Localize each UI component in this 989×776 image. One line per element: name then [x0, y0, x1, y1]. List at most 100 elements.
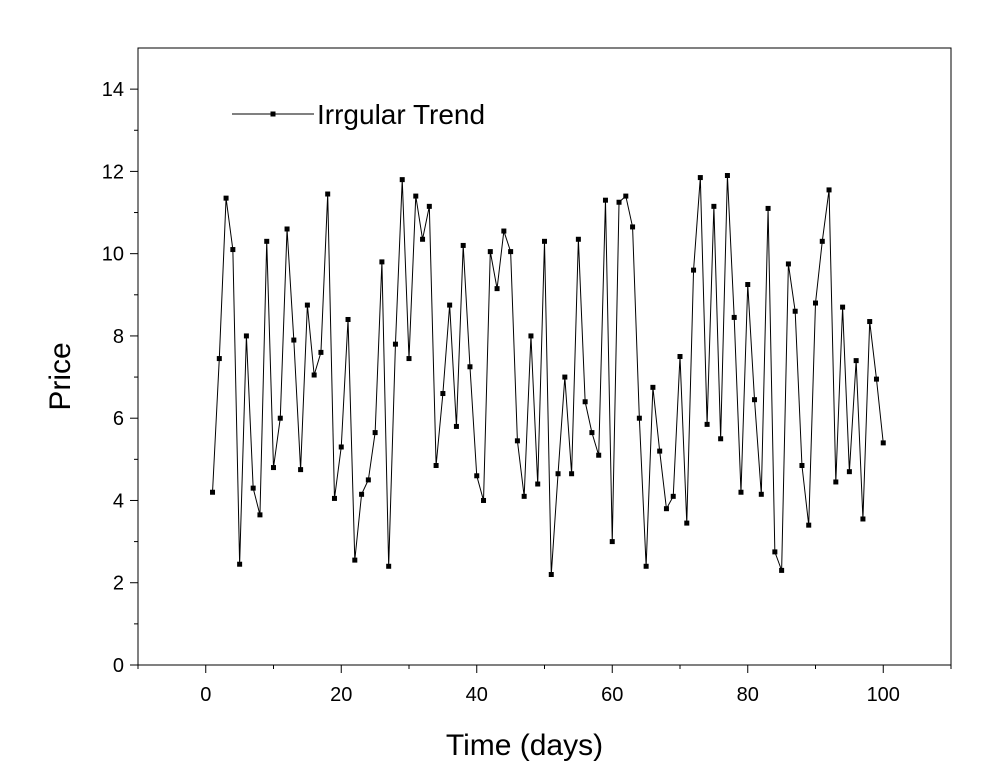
data-point	[806, 522, 812, 528]
data-point	[494, 286, 500, 292]
data-point	[216, 356, 222, 362]
data-point	[630, 224, 636, 230]
data-point	[684, 520, 690, 526]
data-point	[589, 430, 595, 436]
data-point	[833, 479, 839, 485]
data-point	[433, 463, 439, 468]
data-point	[602, 197, 608, 203]
data-point	[779, 567, 785, 573]
data-point	[623, 193, 629, 199]
data-point	[752, 397, 758, 403]
data-point	[271, 465, 276, 471]
data-point	[277, 415, 283, 421]
y-tick-label: 10	[102, 244, 124, 266]
x-axis-title: Time (days)	[446, 729, 603, 762]
data-point	[853, 358, 859, 364]
data-point	[304, 302, 310, 308]
data-point	[616, 199, 622, 205]
x-tick-label: 80	[737, 684, 759, 706]
data-point	[650, 384, 656, 390]
data-point	[873, 376, 879, 382]
data-point	[426, 203, 432, 209]
data-point	[697, 175, 703, 181]
data-point	[819, 238, 825, 244]
data-point	[718, 436, 724, 442]
data-point	[501, 228, 507, 234]
series-0	[210, 173, 886, 578]
data-point	[535, 481, 541, 487]
data-point	[860, 516, 866, 522]
series-layer	[210, 173, 886, 578]
data-point	[487, 249, 493, 255]
data-point	[521, 493, 527, 499]
data-point	[772, 549, 778, 555]
data-point	[609, 539, 615, 545]
data-point	[474, 473, 480, 479]
data-point	[582, 399, 588, 405]
data-point	[345, 316, 351, 322]
y-tick-label: 2	[113, 573, 124, 595]
y-tick-label: 8	[113, 326, 124, 348]
data-point	[575, 236, 581, 242]
y-axis-ticks: 0 2 4 6 8 10 12 14	[102, 79, 138, 677]
data-point	[677, 354, 683, 359]
data-point	[738, 489, 744, 495]
data-point	[765, 205, 771, 211]
data-point	[338, 444, 344, 450]
data-point	[210, 489, 216, 495]
data-point	[731, 314, 737, 320]
data-point	[386, 563, 392, 569]
data-point	[840, 304, 846, 310]
data-point	[359, 491, 365, 497]
x-tick-label: 60	[601, 684, 623, 706]
y-tick-label: 14	[102, 79, 124, 101]
data-point	[785, 261, 791, 267]
data-point	[867, 319, 873, 325]
data-point	[453, 423, 459, 429]
series-line	[212, 175, 884, 575]
data-point	[331, 495, 337, 501]
data-point	[799, 463, 805, 468]
data-point	[542, 238, 547, 244]
y-tick-label: 6	[113, 408, 124, 430]
data-point	[724, 173, 730, 179]
data-point	[792, 308, 798, 314]
data-point	[758, 491, 764, 497]
data-point	[880, 440, 886, 446]
data-point	[813, 300, 818, 306]
data-point	[636, 415, 642, 421]
legend: Irrgular Trend	[232, 99, 485, 130]
data-point	[562, 374, 568, 380]
data-point	[325, 191, 331, 197]
data-point	[826, 187, 832, 193]
data-point	[379, 259, 385, 265]
data-point	[657, 448, 663, 454]
data-point	[311, 372, 317, 378]
data-point	[352, 557, 358, 563]
data-point	[643, 563, 649, 569]
data-point	[298, 467, 304, 473]
x-axis-ticks: 0 20 40 60 80 100	[137, 665, 952, 706]
data-point	[243, 333, 249, 339]
legend-entry-label: Irrgular Trend	[317, 99, 485, 130]
data-point	[237, 561, 243, 567]
data-point	[447, 302, 453, 308]
data-point	[704, 421, 710, 427]
data-point	[711, 203, 717, 209]
y-tick-label: 12	[102, 161, 124, 183]
data-point	[399, 177, 405, 183]
data-point	[555, 471, 561, 477]
data-point	[467, 364, 473, 370]
data-point	[846, 469, 852, 475]
data-point	[230, 247, 236, 253]
data-point	[250, 485, 256, 491]
x-tick-label: 100	[867, 684, 900, 706]
plot-frame	[137, 47, 952, 666]
legend-marker-swatch	[270, 111, 276, 117]
plot-border	[137, 47, 952, 666]
data-point	[440, 391, 446, 397]
data-point	[508, 249, 514, 255]
data-point	[663, 506, 669, 512]
x-tick-label: 40	[466, 684, 488, 706]
